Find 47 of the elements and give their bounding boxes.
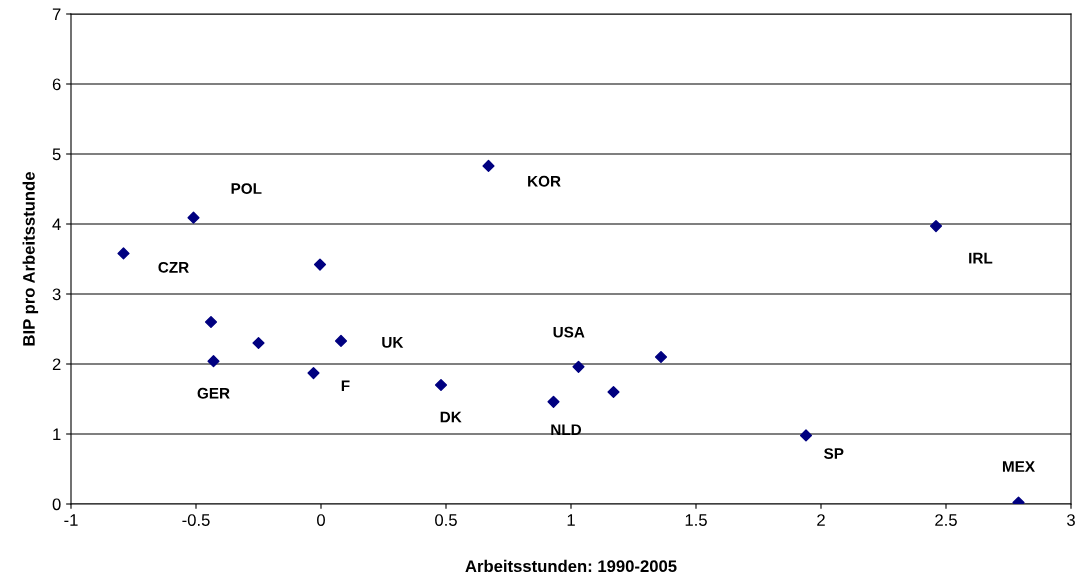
point (572, 360, 585, 373)
annotation: CZR (158, 261, 189, 273)
point (334, 334, 348, 347)
x-tick-label: -0.5 (182, 514, 210, 526)
point (307, 367, 320, 380)
annotation: MEX (1002, 461, 1035, 472)
point (607, 385, 620, 399)
point (117, 247, 130, 260)
annotation: DK (440, 411, 462, 423)
annotation: UK (382, 337, 404, 348)
point (204, 315, 218, 329)
x-tick-label: 0 (317, 514, 325, 526)
annotation: POL (231, 183, 262, 195)
annotation: F (341, 380, 350, 391)
x-tick-label: 2 (817, 514, 825, 526)
x-tick-label: 0.5 (435, 514, 457, 526)
annotation: GER (197, 387, 230, 399)
point (313, 258, 327, 271)
x-tick-label: 2.5 (935, 514, 957, 526)
x-tick-label: 3 (1067, 514, 1075, 526)
annotation: SP (824, 448, 844, 459)
point (654, 350, 668, 364)
annotation: IRL (969, 252, 993, 264)
point (547, 395, 560, 408)
point (207, 355, 220, 368)
point (252, 336, 265, 350)
point (434, 378, 448, 392)
y-tick-label: 6 (52, 78, 61, 91)
x-axis-title: Arbeitsstunden: 1990-2005 (465, 559, 677, 573)
point (482, 159, 495, 172)
point (799, 429, 813, 442)
y-tick-label: 3 (52, 288, 61, 301)
point (187, 211, 200, 224)
annotation: NLD (551, 424, 582, 435)
point (929, 220, 943, 233)
annotation: USA (553, 326, 585, 338)
y-tick-label: 5 (52, 148, 61, 161)
y-tick-label: 0 (52, 498, 61, 511)
y-axis-title: BIP pro Arbeitsstunde (22, 172, 39, 346)
x-tick-label: 1 (567, 514, 575, 526)
y-tick-label: 2 (52, 358, 61, 371)
x-tick-label: -1 (64, 514, 78, 526)
x-tick-label: 1.5 (685, 514, 707, 526)
annotation: KOR (528, 175, 561, 187)
y-tick-label: 1 (53, 428, 61, 441)
y-tick-label: 4 (52, 218, 61, 231)
y-tick-label: 7 (52, 8, 61, 21)
